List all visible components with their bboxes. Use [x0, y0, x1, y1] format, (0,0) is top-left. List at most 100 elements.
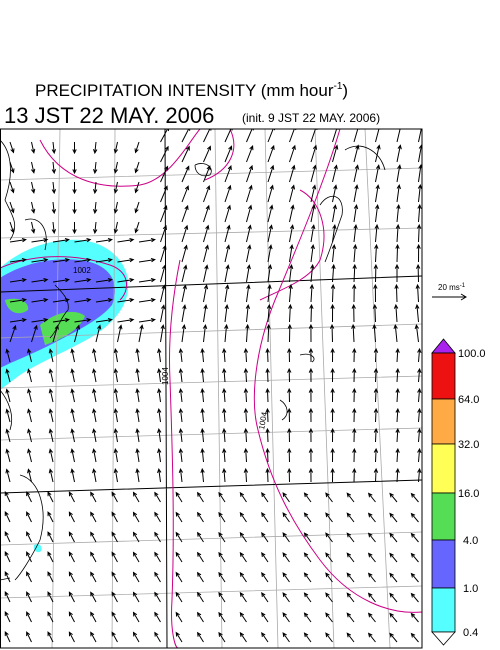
wind-arrow — [31, 141, 36, 154]
wind-arrow — [113, 161, 119, 174]
wind-arrow — [200, 447, 205, 463]
wind-arrow — [346, 632, 355, 643]
wind-arrow — [27, 368, 32, 383]
wind-arrow — [72, 141, 77, 155]
wind-arrow — [27, 448, 32, 463]
wind-arrow — [332, 184, 338, 203]
wind-arrow — [52, 324, 59, 343]
wind-arrow — [246, 264, 251, 283]
wind-arrow — [325, 612, 333, 623]
wind-arrow — [373, 367, 379, 383]
wind-arrow — [389, 592, 398, 603]
wind-arrow — [287, 347, 292, 363]
wind-arrow — [74, 237, 92, 243]
wind-arrow — [9, 324, 17, 343]
wind-arrow — [267, 224, 273, 243]
wind-arrow — [367, 572, 376, 583]
wind-arrow — [282, 552, 290, 563]
wind-arrow — [196, 511, 204, 523]
wind-arrow — [31, 161, 36, 174]
wind-arrow — [224, 184, 232, 203]
wind-arrow — [52, 237, 70, 243]
wind-arrow — [4, 511, 11, 523]
wind-arrow — [47, 511, 54, 523]
wind-arrow — [113, 448, 119, 463]
wind-arrow — [134, 161, 140, 174]
wind-arrow — [51, 221, 57, 235]
wind-arrow — [352, 263, 357, 283]
wind-arrow — [261, 632, 269, 643]
wind-arrow — [157, 407, 162, 423]
wind-arrow — [51, 141, 57, 155]
wind-arrow — [389, 572, 398, 583]
wind-arrow — [224, 323, 229, 343]
wind-arrow — [346, 512, 355, 523]
wind-arrow — [282, 612, 290, 623]
wind-arrow — [178, 387, 184, 403]
wind-arrow — [31, 221, 36, 234]
wind-arrow — [309, 303, 314, 323]
wind-arrow — [308, 467, 314, 483]
wind-arrow — [389, 632, 398, 643]
wind-arrow — [175, 571, 183, 583]
wind-arrow — [4, 551, 11, 563]
wind-arrow — [31, 237, 49, 243]
wind-arrow — [373, 283, 378, 303]
wind-arrow — [134, 221, 140, 234]
wind-arrow — [396, 129, 403, 143]
wind-arrow — [74, 317, 92, 323]
wind-arrow — [288, 263, 294, 283]
wind-arrow — [181, 244, 188, 263]
wind-arrow — [160, 304, 166, 323]
wind-arrow — [325, 512, 333, 523]
wind-arrow — [245, 303, 251, 323]
wind-arrow — [265, 387, 270, 403]
wind-arrow — [111, 631, 118, 643]
map-title: PRECIPITATION INTENSITY (mm hour-1) — [35, 81, 348, 100]
wind-arrow — [393, 323, 398, 343]
wind-arrow — [417, 427, 422, 443]
wind-arrow — [134, 201, 140, 214]
colorbar-bottom — [431, 631, 456, 646]
wind-arrow — [181, 204, 189, 223]
wind-arrow — [373, 387, 379, 403]
wind-arrow — [31, 257, 49, 263]
wind-arrow — [246, 164, 254, 183]
wind-arrow — [239, 611, 247, 623]
contour-label: 1002 — [73, 266, 91, 275]
wind-arrow — [330, 347, 335, 363]
wind-arrow — [160, 165, 169, 183]
wind-arrow — [181, 185, 189, 203]
wind-arrow — [47, 631, 54, 643]
wind-arrow — [310, 224, 316, 243]
wind-arrow — [287, 407, 292, 423]
colorbar-label: 16.0 — [458, 488, 479, 500]
wind-arrow — [243, 407, 249, 423]
wind-arrow — [239, 591, 247, 603]
wind-arrow — [265, 367, 270, 383]
wind-arrow — [72, 181, 77, 195]
wind-arrow — [5, 368, 11, 383]
wind-arrow — [203, 284, 209, 303]
wind-arrow — [261, 492, 269, 503]
colorbar-label: 4.0 — [463, 535, 478, 547]
reference-arrow — [432, 293, 467, 301]
wind-arrow — [372, 303, 378, 323]
wind-arrow — [132, 631, 140, 643]
wind-arrow — [265, 427, 270, 443]
wind-arrow — [111, 491, 118, 503]
wind-arrow — [289, 129, 297, 143]
wind-arrow — [367, 552, 376, 563]
map-frame — [0, 128, 423, 649]
wind-arrow — [222, 447, 227, 463]
wind-arrow — [289, 244, 294, 263]
wind-arrow — [410, 492, 419, 503]
wind-arrow — [90, 531, 97, 543]
wind-arrow — [47, 491, 54, 503]
wind-arrow — [90, 551, 97, 563]
wind-arrow — [95, 277, 113, 283]
wind-arrow — [375, 203, 380, 223]
wind-arrow — [282, 512, 290, 523]
wind-arrow — [31, 201, 36, 214]
wind-arrow — [5, 428, 11, 443]
